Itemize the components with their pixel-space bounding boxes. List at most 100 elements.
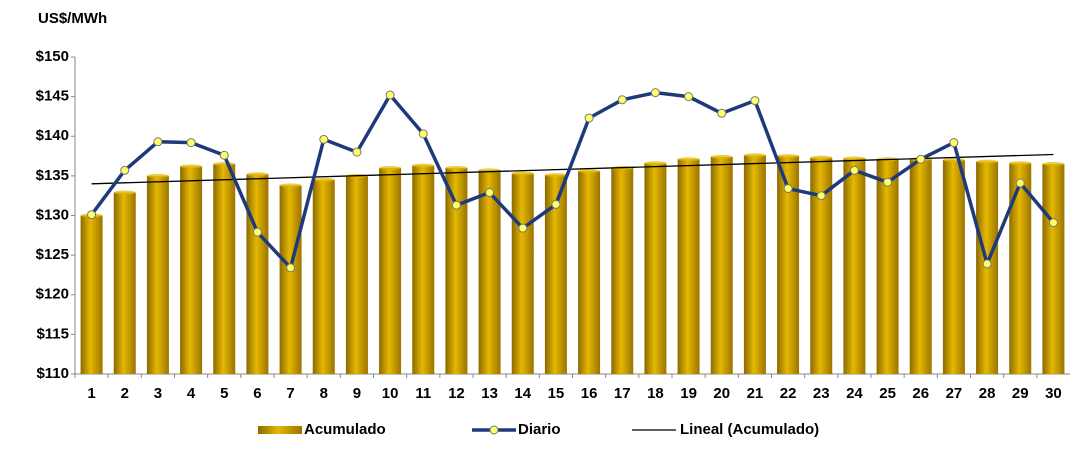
- bar: [412, 165, 435, 374]
- bar: [942, 160, 965, 374]
- x-tick-label: 25: [879, 385, 896, 402]
- bar: [876, 159, 899, 374]
- bar: [611, 167, 634, 374]
- bar-top: [146, 173, 169, 178]
- bar: [544, 175, 567, 374]
- y-tick-label: $120: [36, 286, 69, 303]
- bar: [843, 158, 866, 374]
- bar-top: [379, 165, 402, 170]
- x-tick-label: 19: [680, 385, 697, 402]
- x-tick-label: 4: [187, 385, 196, 402]
- x-tick-label: 16: [581, 385, 598, 402]
- bar-top: [1009, 161, 1032, 166]
- bar-top: [1042, 161, 1065, 166]
- bar-top: [445, 165, 468, 170]
- x-tick-label: 6: [253, 385, 261, 402]
- x-tick-label: 7: [286, 385, 294, 402]
- bar: [345, 175, 368, 374]
- bar: [810, 157, 833, 374]
- bar: [246, 174, 269, 374]
- marker: [485, 188, 495, 198]
- bar-top: [644, 161, 667, 166]
- y-tick-label: $125: [36, 246, 69, 263]
- marker: [949, 138, 959, 148]
- marker: [816, 191, 826, 201]
- bar-top: [246, 172, 269, 177]
- y-tick-label: $110: [36, 365, 69, 382]
- bar-top: [810, 155, 833, 160]
- marker: [153, 137, 163, 147]
- marker: [750, 96, 760, 106]
- legend-swatch: [258, 426, 302, 434]
- bar-top: [578, 169, 601, 174]
- x-tick-label: 15: [548, 385, 565, 402]
- marker: [883, 177, 893, 187]
- x-tick-label: 8: [320, 385, 328, 402]
- bar-top: [710, 154, 733, 159]
- bar-top: [843, 156, 866, 161]
- marker: [319, 134, 329, 144]
- bar-top: [777, 154, 800, 159]
- trendline: [91, 153, 1054, 185]
- x-tick-label: 21: [747, 385, 764, 402]
- x-tick-label: 20: [713, 385, 730, 402]
- marker: [849, 165, 859, 175]
- x-tick-label: 5: [220, 385, 228, 402]
- marker: [451, 200, 461, 210]
- bar-top: [213, 161, 236, 166]
- x-tick-label: 1: [87, 385, 95, 402]
- x-tick-label: 24: [846, 385, 863, 402]
- bar: [80, 215, 103, 374]
- bar: [578, 171, 601, 374]
- marker: [916, 154, 926, 164]
- x-tick-label: 18: [647, 385, 664, 402]
- bar-top: [544, 173, 567, 178]
- y-tick-label: $135: [36, 167, 69, 184]
- marker: [584, 113, 594, 123]
- bar: [445, 167, 468, 374]
- x-tick-label: 28: [979, 385, 996, 402]
- marker: [551, 199, 561, 209]
- marker: [617, 95, 627, 105]
- legend-label: Lineal (Acumulado): [680, 421, 819, 438]
- x-tick-label: 11: [415, 385, 431, 402]
- x-tick-label: 29: [1012, 385, 1029, 402]
- bar-top: [113, 190, 136, 195]
- marker: [684, 92, 694, 102]
- marker: [717, 108, 727, 118]
- marker: [783, 184, 793, 194]
- line: [90, 90, 1055, 270]
- bar: [1042, 163, 1065, 374]
- marker: [219, 150, 229, 160]
- bar: [146, 175, 169, 374]
- bar: [379, 167, 402, 374]
- bar: [511, 173, 534, 374]
- x-tick-label: 9: [353, 385, 361, 402]
- legend-label: Acumulado: [304, 421, 386, 438]
- x-tick-label: 10: [382, 385, 399, 402]
- x-tick-label: 3: [154, 385, 162, 402]
- bar: [478, 170, 501, 374]
- marker: [1015, 178, 1025, 188]
- bar: [113, 192, 136, 374]
- bar: [777, 156, 800, 374]
- x-tick-label: 2: [121, 385, 129, 402]
- bar: [677, 159, 700, 374]
- bar: [213, 163, 236, 374]
- bar-top: [279, 183, 302, 188]
- bar-top: [677, 157, 700, 162]
- marker: [1048, 218, 1058, 228]
- marker: [286, 263, 296, 273]
- bar: [312, 179, 335, 374]
- x-tick-label: 23: [813, 385, 830, 402]
- y-tick-label: $115: [36, 325, 69, 342]
- bar: [180, 166, 203, 374]
- y-axis-title: US$/MWh: [38, 10, 107, 27]
- marker: [418, 129, 428, 139]
- bar-top: [180, 164, 203, 169]
- y-tick-label: $130: [36, 206, 69, 223]
- bar-top: [511, 171, 534, 176]
- x-tick-label: 30: [1045, 385, 1062, 402]
